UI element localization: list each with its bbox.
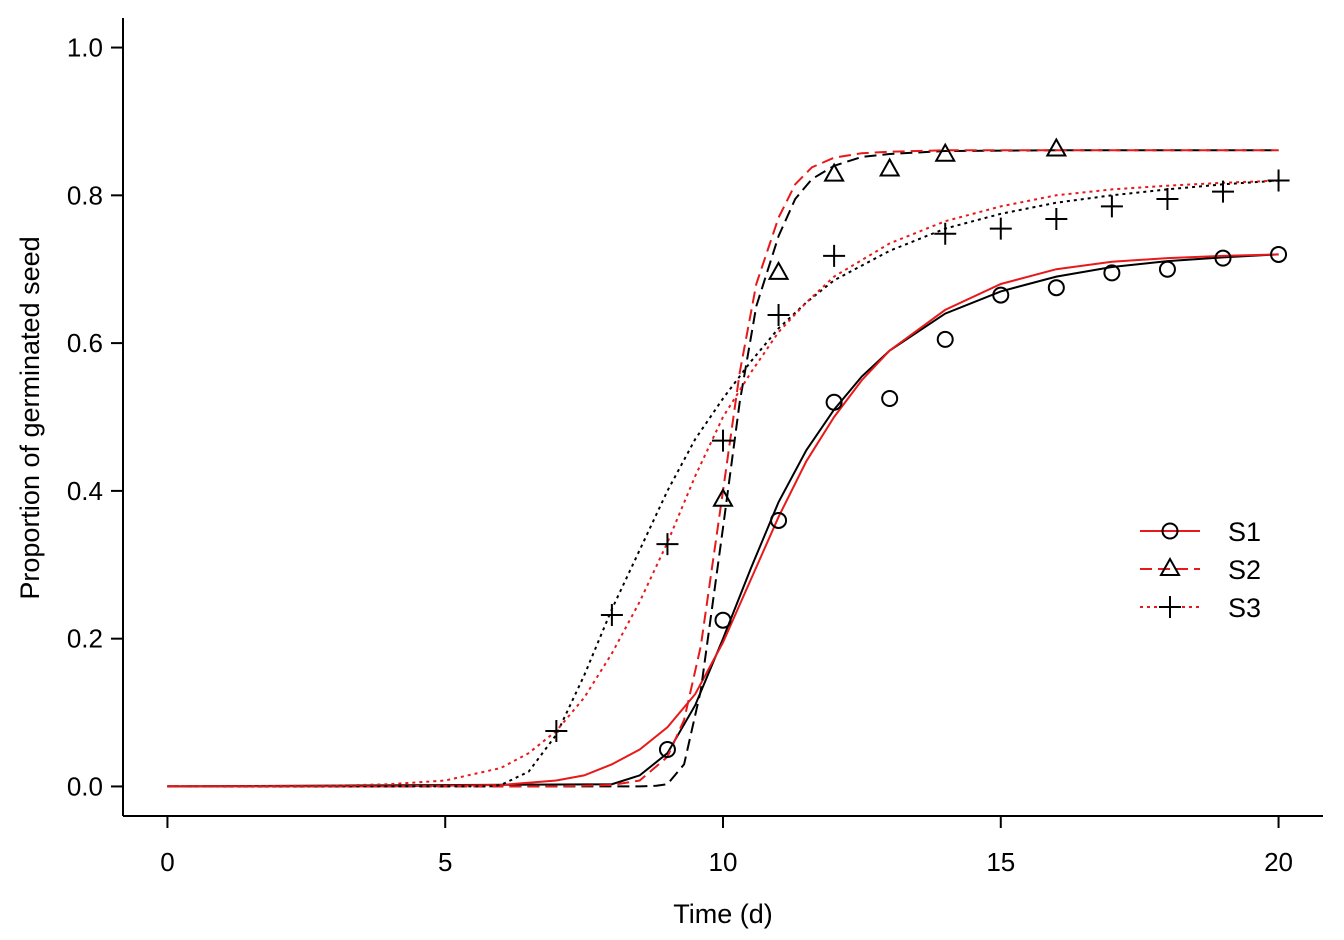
y-tick-label: 0.2: [67, 624, 103, 654]
x-tick-label: 20: [1264, 847, 1293, 877]
legend-marker-s2: [1159, 556, 1181, 576]
fit-line-red-s3: [167, 179, 1279, 788]
point-s3: [1156, 188, 1179, 211]
point-s1: [1158, 260, 1176, 278]
point-s1: [1214, 249, 1232, 267]
point-s1: [825, 393, 843, 411]
legend-marker-s1: [1161, 522, 1179, 540]
fitted-curves: [167, 149, 1279, 788]
point-s3: [545, 720, 568, 743]
y-tick-label: 0.0: [67, 771, 103, 801]
point-s1: [658, 741, 676, 758]
point-s3: [1212, 180, 1234, 203]
point-s1: [1270, 245, 1288, 263]
point-s2: [934, 142, 956, 162]
legend-label-s2: S2: [1228, 555, 1261, 585]
point-s3: [823, 244, 846, 267]
legend-label-s1: S1: [1228, 517, 1261, 547]
point-s1: [1047, 279, 1065, 297]
point-s2: [767, 260, 790, 280]
point-s2: [712, 487, 734, 507]
point-s3: [712, 429, 734, 452]
point-s2: [823, 162, 845, 182]
x-tick-label: 10: [709, 847, 738, 877]
point-s1: [992, 286, 1010, 304]
legend-marker-s3: [1159, 596, 1181, 618]
fit-line-black-s3: [167, 179, 1279, 788]
point-s1: [714, 611, 732, 629]
point-s1: [1103, 264, 1121, 282]
point-s1: [770, 511, 788, 529]
point-s3: [1100, 195, 1123, 218]
y-tick-label: 0.8: [67, 180, 103, 210]
point-s1: [881, 390, 899, 408]
observed-points: [545, 137, 1290, 758]
point-s3: [1045, 207, 1068, 230]
x-tick-label: 15: [986, 847, 1015, 877]
y-tick-label: 0.6: [67, 328, 103, 358]
x-tick-label: 0: [160, 847, 174, 877]
fit-line-black-s2: [167, 149, 1279, 788]
point-s2: [1045, 137, 1068, 157]
legend-label-s3: S3: [1228, 593, 1261, 623]
y-tick-label: 0.4: [67, 476, 103, 506]
point-s3: [767, 304, 790, 327]
point-s3: [656, 533, 679, 556]
point-s3: [934, 222, 957, 245]
fit-line-black-s1: [167, 253, 1279, 788]
point-s3: [1267, 169, 1290, 192]
fit-line-red-s1: [167, 253, 1279, 788]
point-s2: [878, 157, 901, 177]
point-s3: [989, 217, 1012, 240]
point-s3: [600, 604, 623, 627]
y-tick-label: 1.0: [67, 33, 103, 63]
point-s1: [936, 330, 954, 348]
fit-line-red-s2: [167, 149, 1279, 788]
x-axis: 0 5 10 15 20: [123, 815, 1323, 877]
x-axis-title: Time (d): [673, 899, 773, 929]
x-tick-label: 5: [438, 847, 452, 877]
legend: S1 S2 S3: [1140, 517, 1261, 623]
y-axis-title: Proportion of germinated seed: [15, 236, 45, 599]
y-axis: 0.0 0.2 0.4 0.6 0.8 1.0: [67, 18, 124, 816]
